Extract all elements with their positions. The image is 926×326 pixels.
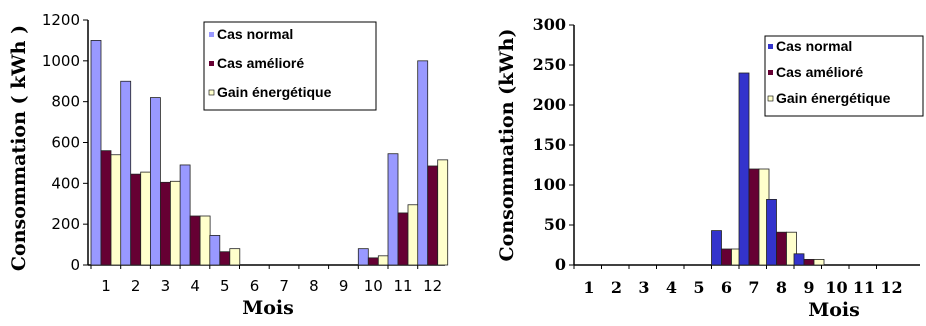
chart-1-bar-cas-am-lior--3 [159, 181, 171, 266]
chart-1-bar-cas-normal-4 [179, 164, 191, 266]
chart-1-bar-cas-normal-2 [120, 80, 132, 266]
chart-2-xtick-label: 10 [825, 278, 847, 297]
legend-label-cas-ameliore: Cas amélioré [217, 55, 304, 71]
chart-1-bar-gain-nerg-tique-4 [199, 215, 211, 266]
legend-label-gain-energetique: Gain énergétique [217, 84, 332, 100]
chart-2-xtick-label: 7 [748, 278, 759, 297]
chart-1-bar-cas-am-lior--12 [427, 165, 439, 266]
chart-2-xtick-label: 4 [666, 278, 677, 297]
legend-label-cas-ameliore: Cas amélioré [776, 64, 863, 80]
chart-1-bar-cas-am-lior--1 [100, 150, 112, 266]
chart-2-bar-gain-nerg-tique-8 [786, 231, 797, 266]
chart-1-bar-cas-normal-12 [417, 60, 429, 266]
chart-2-bar-cas-am-lior--8 [776, 231, 787, 266]
chart-1-ytick-label: 0 [70, 256, 80, 274]
chart-1-bar-cas-am-lior--5 [219, 251, 231, 266]
chart-1-xtick-label: 6 [250, 277, 260, 295]
chart-1-ytick-label: 600 [51, 134, 80, 152]
chart-2-xtick-label: 12 [880, 278, 902, 297]
chart-2-bar-cas-normal-9 [793, 253, 805, 266]
chart-2-bar-cas-normal-7 [738, 72, 750, 266]
chart-1-bar-gain-nerg-tique-11 [407, 204, 419, 266]
chart-1-ytick-label: 400 [51, 174, 80, 192]
chart-1-ytick-label: 1000 [42, 52, 80, 70]
chart-2-xtick-label: 8 [776, 278, 787, 297]
chart-1-bar-cas-am-lior--10 [367, 257, 379, 266]
chart-1: Consommation ( kWh ) Mois 0 200 400 600 800 1… [8, 11, 449, 319]
chart-1-xtick-label: 4 [190, 277, 200, 295]
legend-label-cas-normal: Cas normal [776, 38, 852, 54]
legend-swatch-cas-normal [209, 32, 214, 37]
chart-1-bar-cas-normal-3 [149, 97, 161, 266]
chart-1-bar-cas-normal-5 [209, 234, 221, 266]
chart-2-ylabel: Consommation (kWh) [496, 29, 518, 262]
chart-2-bar-cas-normal-6 [711, 230, 722, 266]
chart-1-bar-gain-nerg-tique-10 [377, 255, 389, 266]
chart-2-ytick-label: 0 [555, 255, 566, 274]
chart-1-ylabel: Consommation ( kWh ) [8, 25, 30, 271]
chart-1-ytick-label: 800 [51, 93, 80, 111]
chart-1-ytick-label: 1200 [42, 11, 80, 29]
chart-1-legend-box [203, 21, 377, 111]
chart-2-xtick-label: 3 [638, 278, 649, 297]
legend-swatch-gain-energetique [767, 95, 774, 102]
chart-2-ytick-label: 100 [533, 175, 566, 194]
chart-2-bar-cas-am-lior--7 [748, 168, 760, 266]
chart-1-xtick-label: 5 [220, 277, 230, 295]
chart-1-bar-gain-nerg-tique-2 [140, 171, 152, 266]
chart-1-bar-cas-normal-11 [387, 153, 399, 266]
chart-1-bar-gain-nerg-tique-3 [169, 180, 181, 266]
chart-2-ytick-label: 250 [533, 55, 566, 74]
chart-1-bar-cas-am-lior--2 [130, 173, 142, 266]
chart-2-xtick-label: 9 [803, 278, 814, 297]
chart-1-xtick-label: 2 [131, 277, 141, 295]
chart-2-bar-gain-nerg-tique-9 [813, 258, 825, 266]
chart-2-xtick-label: 11 [853, 278, 875, 297]
chart-2-bar-cas-am-lior--6 [721, 248, 732, 266]
chart-1-xtick-label: 8 [309, 277, 319, 295]
chart-2-xtick-label: 2 [611, 278, 622, 297]
chart-1-xtick-label: 1 [101, 277, 111, 295]
chart-1-xtick-label: 7 [279, 277, 289, 295]
chart-2: Consommation (kWh) Mois 0 50 100 150 200 250 3… [496, 15, 924, 321]
legend-label-gain-energetique: Gain énergétique [776, 90, 891, 106]
chart-2-xtick-label: 1 [583, 278, 594, 297]
legend-swatch-cas-ameliore [768, 70, 773, 75]
chart-2-legend: Cas normal Cas amélioré Gain énergétique [764, 35, 924, 117]
chart-2-ytick-label: 150 [533, 135, 566, 154]
chart-1-bar-gain-nerg-tique-5 [229, 248, 241, 266]
legend-label-cas-normal: Cas normal [217, 26, 293, 42]
legend-swatch-cas-normal [768, 44, 773, 49]
chart-1-bar-cas-normal-10 [357, 248, 369, 266]
chart-2-xtick-label: 5 [693, 278, 704, 297]
chart-1-bar-cas-am-lior--4 [189, 215, 201, 266]
chart-1-xtick-label: 11 [393, 277, 412, 295]
chart-1-xlabel: Mois [242, 297, 294, 319]
chart-1-bar-gain-nerg-tique-1 [110, 154, 122, 266]
chart-1-ytick-label: 200 [51, 215, 80, 233]
chart-2-xlabel: Mois [808, 299, 860, 321]
chart-1-bar-gain-nerg-tique-12 [437, 159, 449, 266]
chart-1-xtick-label: 12 [423, 277, 442, 295]
chart-2-ytick-label: 300 [533, 15, 566, 34]
legend-swatch-cas-ameliore [209, 61, 214, 66]
chart-1-xtick-label: 10 [364, 277, 383, 295]
chart-1-bar-cas-am-lior--11 [397, 212, 409, 266]
chart-2-legend-box [764, 35, 924, 117]
chart-1-bar-cas-normal-1 [90, 40, 102, 266]
chart-2-bar-cas-am-lior--9 [803, 258, 815, 266]
chart-2-xtick-label: 6 [721, 278, 732, 297]
chart-1-xtick-label: 9 [339, 277, 349, 295]
chart-2-bar-cas-normal-8 [766, 198, 777, 266]
chart-1-xtick-label: 3 [161, 277, 171, 295]
chart-2-ytick-label: 50 [544, 215, 566, 234]
chart-2-ytick-label: 200 [533, 95, 566, 114]
chart-1-legend: Cas normal Cas amélioré Gain énergétique [203, 21, 377, 111]
legend-swatch-gain-energetique [208, 89, 215, 96]
